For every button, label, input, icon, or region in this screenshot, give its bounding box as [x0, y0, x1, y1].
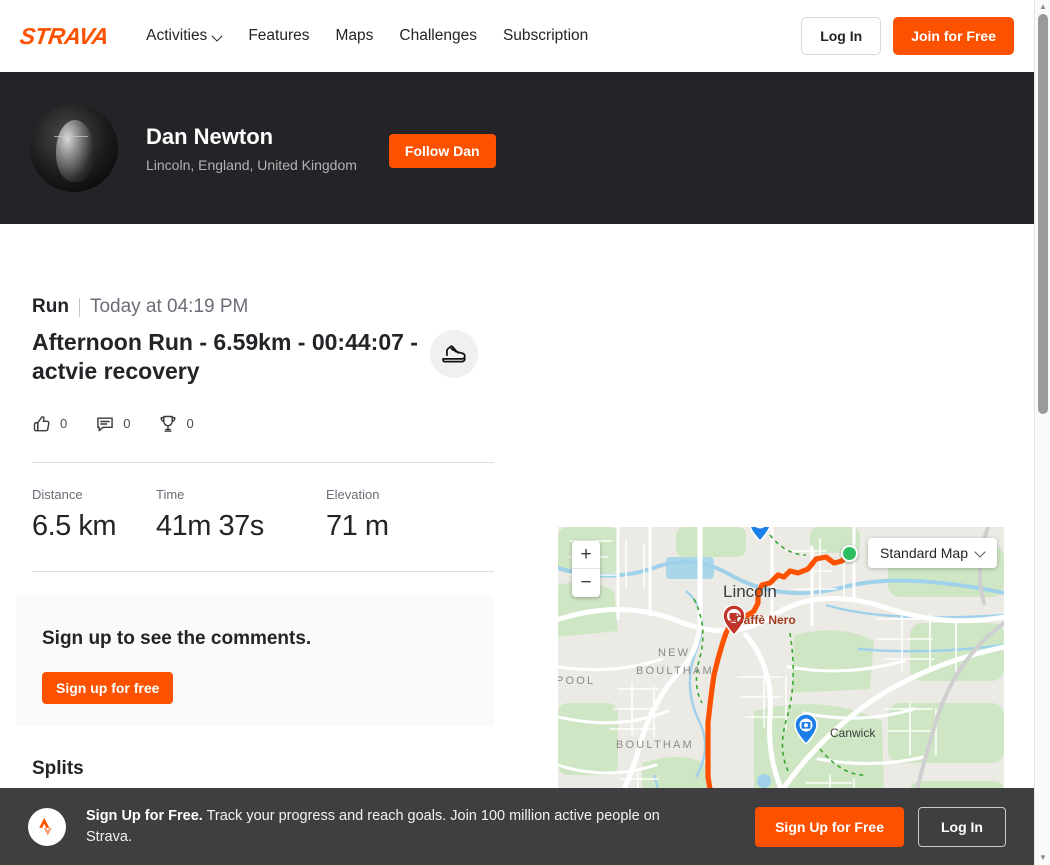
stat-distance-label: Distance [32, 486, 83, 502]
comments-control[interactable]: 0 [95, 414, 130, 434]
banner-login-button[interactable]: Log In [918, 806, 1006, 847]
join-for-free-button[interactable]: Join for Free [893, 17, 1014, 55]
activity-social-row: 0 0 0 [32, 414, 494, 434]
athlete-header: Dan Newton Lincoln, England, United King… [0, 72, 1034, 224]
running-shoe-icon [430, 330, 478, 378]
stat-elevation: Elevation 71 m [326, 486, 389, 543]
thumbs-up-icon [33, 416, 50, 432]
map-zoom-out-button[interactable]: − [580, 572, 592, 593]
follow-button[interactable]: Follow Dan [388, 134, 496, 168]
strava-mark-icon [28, 807, 66, 846]
nav-item-activities-label: Activities [146, 27, 208, 44]
comments-count: 0 [123, 416, 131, 432]
nav-item-subscription[interactable]: Subscription [502, 27, 589, 44]
kudos-control[interactable]: 0 [32, 414, 67, 434]
main-content: Run Today at 04:19 PM Afternoon Run - 6.… [0, 224, 1034, 865]
athlete-name: Dan Newton [146, 123, 274, 149]
athlete-location: Lincoln, England, United Kingdom [146, 156, 357, 173]
chevron-down-icon [976, 549, 985, 558]
avatar-glasses [54, 136, 88, 144]
comments-signup-button[interactable]: Sign up for free [42, 671, 174, 704]
page-scrollbar[interactable]: ▲ ▼ [1034, 0, 1050, 865]
banner-actions: Sign Up for Free Log In [755, 806, 1006, 847]
scrollbar-up-arrow[interactable]: ▲ [1039, 2, 1047, 11]
map-label-new: NEW [658, 647, 691, 659]
banner-text: Sign Up for Free. Track your progress an… [86, 806, 706, 847]
athlete-info: Dan Newton Lincoln, England, United King… [146, 124, 357, 173]
chevron-down-icon [213, 32, 222, 41]
avatar-portrait [56, 120, 94, 182]
map-label-boultham-2: BOULTHAM [616, 739, 694, 751]
avatar[interactable] [30, 104, 118, 192]
meta-divider [78, 297, 80, 317]
strava-arrow-icon [39, 817, 52, 836]
activity-details-column: Run Today at 04:19 PM Afternoon Run - 6.… [16, 296, 494, 780]
achievements-count: 0 [186, 416, 194, 432]
login-button[interactable]: Log In [801, 17, 882, 55]
nav-item-maps[interactable]: Maps [335, 27, 374, 44]
comments-signup-title: Sign up to see the comments. [42, 627, 312, 649]
nav-actions: Log In Join for Free [801, 17, 1014, 55]
route-polyline [705, 550, 851, 865]
map-label-caffe-nero: Caffè Nero [735, 613, 796, 627]
nav-item-challenges[interactable]: Challenges [399, 27, 477, 44]
kudos-count: 0 [60, 416, 68, 432]
map-zoom-in-button[interactable]: + [572, 541, 600, 569]
activity-date: Today at 04:19 PM [89, 296, 249, 317]
banner-title: Sign Up for Free. [86, 807, 203, 824]
stat-elevation-label: Elevation [326, 486, 380, 502]
stat-time: Time 41m 37s [156, 487, 326, 543]
photo-poi-marker[interactable] [794, 714, 818, 744]
top-navigation-bar: STRAVA Activities Features Maps Challeng… [0, 0, 1034, 72]
stat-distance: Distance 6.5 km [32, 487, 156, 543]
trophy-icon [160, 415, 177, 432]
activity-stats: Distance 6.5 km Time 41m 37s Elevation 7… [32, 487, 494, 543]
comment-bubble-icon [97, 417, 114, 432]
activity-map[interactable]: Lincoln Caffè Nero NEW BOULTHAM POOL BOU… [558, 527, 1004, 865]
stat-distance-value: 6.5 km [32, 509, 117, 542]
scrollbar-thumb[interactable] [1038, 14, 1048, 414]
nav-item-features[interactable]: Features [248, 27, 310, 44]
map-label-lincoln: Lincoln [723, 582, 777, 601]
start-marker [841, 545, 858, 562]
map-zoom-controls: + − [572, 541, 600, 597]
map-type-selector[interactable]: Standard Map [868, 538, 997, 568]
map-label-pool: POOL [558, 675, 596, 687]
top-poi-marker[interactable] [748, 527, 772, 541]
stat-elevation-value: 71 m [326, 509, 389, 542]
signup-bottom-banner: Sign Up for Free. Track your progress an… [0, 788, 1034, 865]
comments-signup-card: Sign up to see the comments. Sign up for… [16, 595, 494, 726]
achievements-control[interactable]: 0 [158, 414, 194, 434]
banner-body: Track your progress and reach goals. Joi… [86, 807, 660, 845]
divider-2 [32, 570, 494, 572]
activity-title-row: Afternoon Run - 6.59km - 00:44:07 - actv… [32, 328, 494, 386]
scrollbar-down-arrow[interactable]: ▼ [1039, 853, 1047, 862]
activity-meta: Run Today at 04:19 PM [32, 296, 494, 318]
splits-section-title: Splits [32, 757, 84, 779]
map-label-canwick: Canwick [830, 726, 876, 740]
nav-item-activities[interactable]: Activities [146, 27, 222, 45]
stat-time-value: 41m 37s [156, 509, 264, 542]
banner-signup-button[interactable]: Sign Up for Free [755, 806, 904, 847]
activity-title: Afternoon Run - 6.59km - 00:44:07 - actv… [32, 329, 418, 384]
cafe-poi-marker[interactable] [722, 605, 746, 635]
map-label-boultham-1: BOULTHAM [636, 665, 714, 677]
activity-type: Run [32, 296, 69, 317]
divider [32, 461, 494, 463]
nav-links: Activities Features Maps Challenges Subs… [146, 27, 588, 45]
map-type-label: Standard Map [880, 545, 968, 561]
strava-logo[interactable]: STRAVA [18, 22, 111, 49]
stat-time-label: Time [156, 486, 185, 502]
